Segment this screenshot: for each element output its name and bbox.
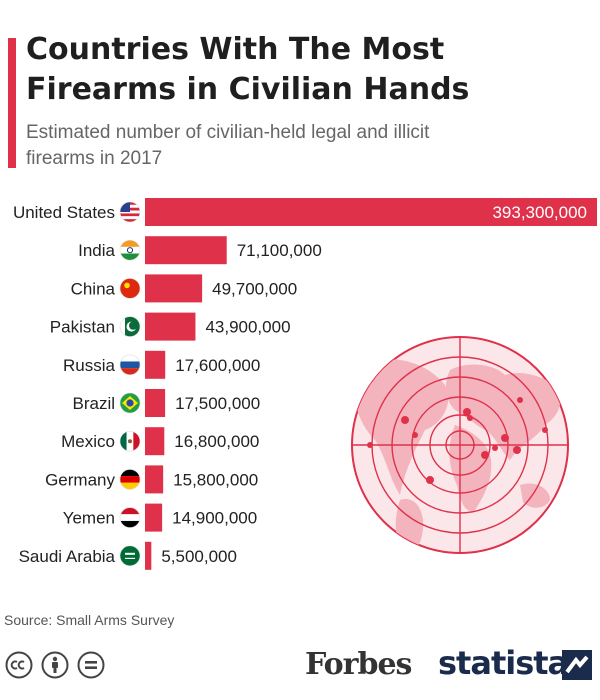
category-label: Yemen — [63, 509, 115, 528]
category-label: Brazil — [72, 394, 115, 413]
china-flag-icon — [119, 278, 141, 299]
bar — [145, 274, 203, 303]
value-label: 49,700,000 — [212, 279, 297, 298]
source-note: Source: Small Arms Survey — [4, 612, 175, 628]
category-label: United States — [13, 203, 115, 222]
bar — [145, 236, 227, 265]
bar-chart: United States 393,300,000 India 71,100,000 C… — [13, 198, 597, 570]
bar — [145, 503, 163, 532]
category-label: India — [78, 241, 115, 260]
world-map-target-icon — [351, 336, 569, 554]
mexico-flag-icon — [119, 430, 141, 452]
chart-title: Countries With The Most Firearms in Civi… — [26, 32, 470, 107]
attribution-icon — [41, 651, 69, 679]
cc-icon — [5, 651, 33, 679]
chart-subtitle: Estimated number of civilian-held legal … — [26, 122, 430, 169]
bar — [145, 427, 165, 456]
category-label: Germany — [45, 470, 115, 489]
accent-bar — [8, 38, 16, 168]
value-label: 16,800,000 — [174, 432, 259, 451]
value-label: 393,300,000 — [492, 203, 587, 222]
india-flag-icon — [119, 239, 141, 261]
bar — [145, 312, 196, 341]
value-label: 17,500,000 — [175, 394, 260, 413]
brazil-flag-icon — [119, 392, 141, 414]
saudi-arabia-flag-icon — [119, 545, 141, 567]
category-label: Saudi Arabia — [19, 547, 116, 566]
pakistan-flag-icon — [119, 316, 141, 337]
no-derivatives-icon — [77, 651, 105, 679]
yemen-flag-icon — [119, 507, 141, 528]
bar — [145, 350, 166, 379]
value-label: 71,100,000 — [237, 241, 322, 260]
category-label: China — [71, 279, 116, 298]
category-label: Pakistan — [50, 318, 115, 337]
statista-mark-icon — [562, 650, 592, 680]
value-label: 17,600,000 — [175, 356, 260, 375]
bar — [145, 465, 164, 494]
value-label: 14,900,000 — [172, 509, 257, 528]
germany-flag-icon — [119, 469, 141, 490]
us-flag-icon — [119, 201, 141, 223]
category-label: Mexico — [61, 432, 115, 451]
value-label: 5,500,000 — [161, 547, 237, 566]
statista-logo: statista — [438, 644, 569, 682]
bar — [145, 389, 166, 417]
bar — [145, 541, 152, 570]
category-label: Russia — [63, 356, 116, 375]
value-label: 43,900,000 — [205, 318, 290, 337]
russia-flag-icon — [119, 354, 141, 376]
value-label: 15,800,000 — [173, 470, 258, 489]
bar — [145, 198, 597, 226]
forbes-logo: Forbes — [305, 647, 412, 682]
